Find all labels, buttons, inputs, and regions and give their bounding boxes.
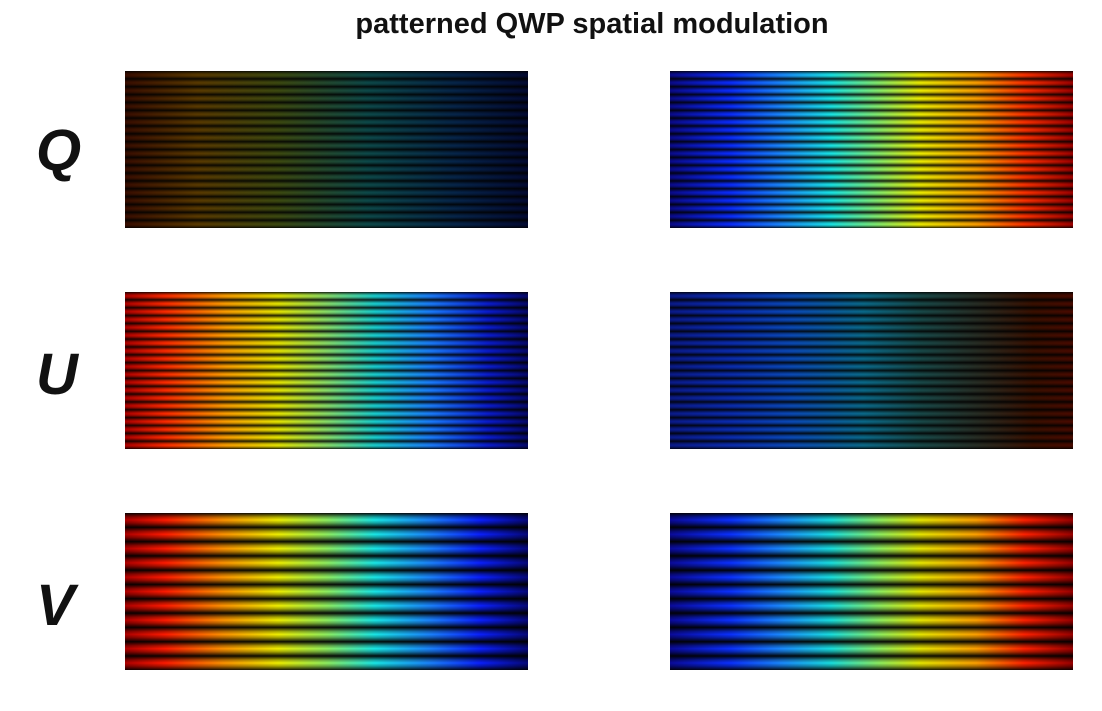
row-label-v: V (36, 573, 75, 638)
u-right-pattern-panel (670, 292, 1073, 449)
v-left-pattern-panel (125, 513, 528, 670)
row-label-q: Q (36, 118, 82, 183)
u-left-pattern-panel (125, 292, 528, 449)
row-label-u: U (36, 342, 78, 407)
q-right-pattern-panel (670, 71, 1073, 228)
figure-title: patterned QWP spatial modulation (355, 8, 829, 40)
v-right-pattern-panel (670, 513, 1073, 670)
q-left-pattern-panel (125, 71, 528, 228)
